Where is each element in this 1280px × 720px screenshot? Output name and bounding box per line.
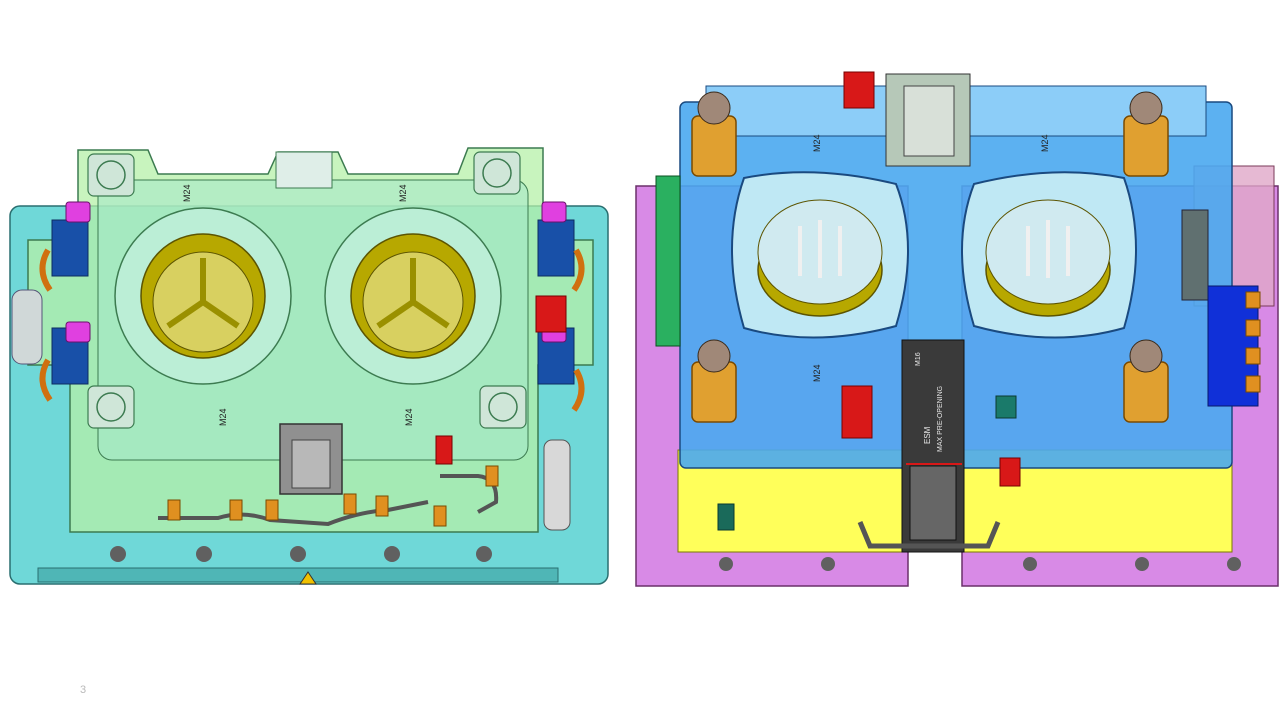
left-label-m24-2: M24 [398,184,408,202]
warning-icon [299,571,317,585]
right-handle [857,521,1001,549]
right-cylinders [691,115,1169,423]
right-red-block [841,385,873,439]
right-top-red-block [843,71,875,109]
right-plate-label-esm: ESM [923,426,932,444]
left-mold-drawing: M24 M24 M24 M24 [9,147,609,585]
left-top-tab [275,151,333,189]
left-mold-view: M24 M24 M24 M24 [8,140,616,588]
right-bottom-holes [719,557,1241,571]
left-cavity-1 [114,207,292,385]
left-cavity-2 [324,207,502,385]
right-plate-label-max: MAX PRE-OPENING [937,386,944,452]
right-core-2 [985,199,1111,317]
right-core-1 [757,199,883,317]
left-base-bottom-strip [37,567,559,583]
right-mold-view: ESM MAX PRE-OPENING M16 M24 M24 M24 [634,66,1280,588]
right-label-m16: M16 [915,352,922,366]
left-connector [543,439,571,531]
left-red-block [535,295,567,333]
right-label-m24-1: M24 [812,134,822,152]
right-label-m24-2: M24 [1040,134,1050,152]
left-fittings [167,465,499,527]
right-label-m24-3: M24 [812,364,822,382]
left-corner-pockets [87,151,527,429]
left-label-m24-1: M24 [182,184,192,202]
left-label-m24-3: M24 [218,408,228,426]
left-label-m24-4: M24 [404,408,414,426]
left-bottom-holes [110,546,492,562]
right-fittings [1245,291,1261,393]
right-mold-drawing: ESM MAX PRE-OPENING M16 M24 M24 M24 [635,71,1279,587]
page-number: 3 [80,684,87,696]
